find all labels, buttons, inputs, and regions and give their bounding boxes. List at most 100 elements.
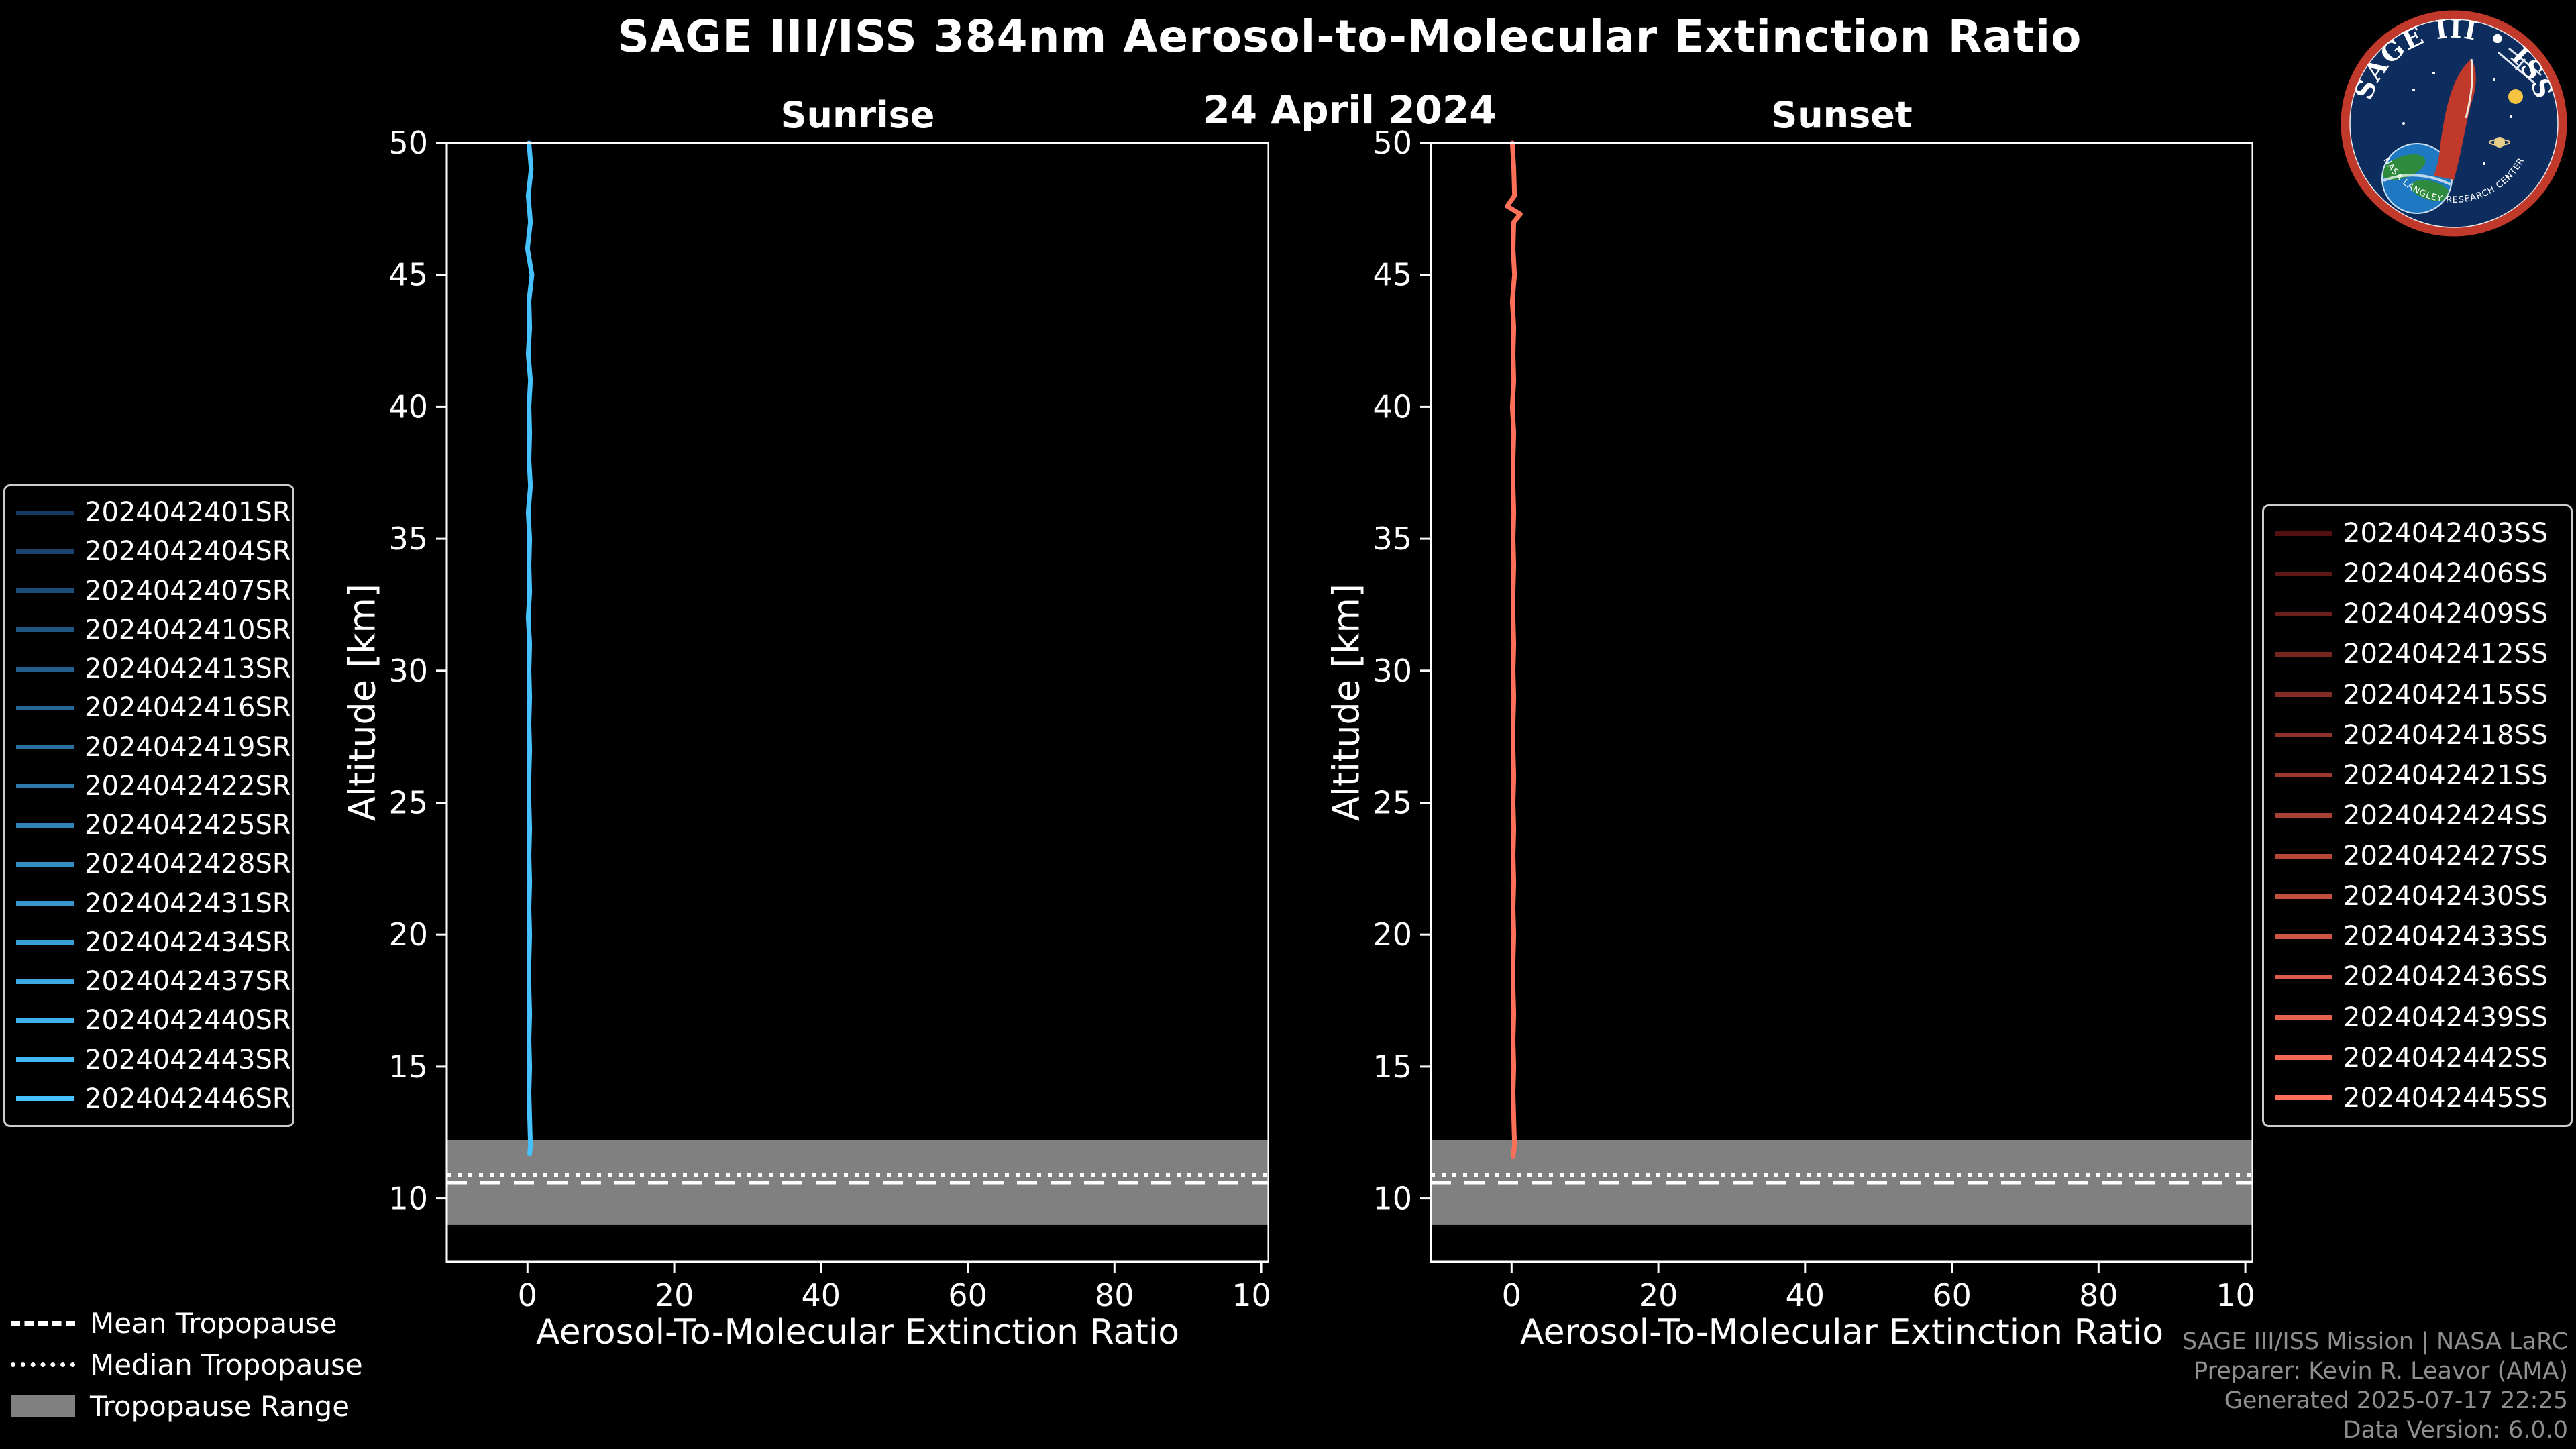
legend-label: 2024042406SS (2343, 558, 2548, 590)
legend-item: 2024042401SR (16, 497, 291, 528)
x-tick-label: 40 (1786, 1277, 1825, 1313)
legend-line-swatch (2275, 692, 2332, 698)
sunrise-panel-title: Sunrise (780, 94, 935, 136)
sage-iss-logo: SAGE III • ISS NASA LANGLEY RESEARCH CEN… (2341, 10, 2567, 237)
sunset-x-axis-label: Aerosol-To-Molecular Extinction Ratio (1519, 1312, 2164, 1352)
legend-line-swatch (2275, 1055, 2332, 1061)
legend-label: 2024042440SR (85, 1005, 291, 1036)
legend-line-swatch (16, 1057, 74, 1063)
legend-item: 2024042436SS (2275, 961, 2560, 992)
legend-item: 2024042416SR (16, 692, 291, 723)
legend-line-swatch (2275, 651, 2332, 657)
legend-line-swatch (16, 901, 74, 906)
legend-label: 2024042437SR (85, 966, 291, 998)
legend-line-swatch (2275, 611, 2332, 616)
x-tick-label: 60 (1932, 1277, 1972, 1313)
legend-label: 2024042436SS (2343, 961, 2548, 993)
y-tick-label: 25 (1373, 785, 1412, 821)
y-tick-label: 50 (1373, 125, 1412, 161)
plot-border (445, 142, 1269, 1263)
legend-line-swatch (16, 1018, 74, 1023)
legend-label: 2024042424SS (2343, 800, 2548, 831)
credit-line: Data Version: 6.0.0 (2343, 1417, 2568, 1444)
legend-label: 2024042439SS (2343, 1002, 2548, 1033)
legend-label: 2024042418SS (2343, 719, 2548, 751)
legend-label: 2024042412SS (2343, 639, 2548, 670)
legend-item: 2024042421SS (2275, 760, 2560, 791)
legend-label: 2024042442SS (2343, 1042, 2548, 1073)
legend-item: 2024042440SR (16, 1005, 291, 1036)
x-tick-label: 20 (655, 1277, 694, 1313)
tropopause-legend: Mean Tropopause Median Tropopause Tropop… (11, 1307, 363, 1423)
y-tick-label: 50 (388, 125, 428, 161)
mean-tropopause-legend-item: Mean Tropopause (11, 1307, 363, 1340)
sunrise-y-axis-label: Altitude [km] (341, 583, 384, 822)
legend-label: 2024042443SR (85, 1044, 291, 1075)
legend-line-swatch (2275, 894, 2332, 899)
tropopause-range-label: Tropopause Range (90, 1389, 350, 1423)
x-tick-label: 100 (1232, 1277, 1269, 1313)
y-tick-label: 45 (388, 257, 428, 293)
legend-item: 2024042412SS (2275, 639, 2560, 669)
legend-item: 2024042418SS (2275, 720, 2560, 751)
legend-label: 2024042427SS (2343, 841, 2548, 872)
x-tick-label: 20 (1639, 1277, 1678, 1313)
legend-line-swatch (2275, 531, 2332, 536)
credit-line: Generated 2025-07-17 22:25 (2224, 1387, 2568, 1414)
legend-line-swatch (16, 979, 74, 984)
credit-line: Preparer: Kevin R. Leavor (AMA) (2194, 1358, 2568, 1385)
sun-icon (2508, 89, 2523, 104)
legend-line-swatch (16, 1096, 74, 1102)
legend-item: 2024042427SS (2275, 841, 2560, 871)
dotted-line-swatch (11, 1362, 75, 1367)
legend-item: 2024042406SS (2275, 558, 2560, 589)
legend-item: 2024042434SR (16, 927, 291, 958)
legend-item: 2024042425SR (16, 810, 291, 841)
median-tropopause-label: Median Tropopause (90, 1348, 363, 1381)
legend-item: 2024042431SR (16, 888, 291, 919)
legend-line-swatch (2275, 571, 2332, 576)
legend-label: 2024042415SS (2343, 679, 2548, 710)
x-tick-label: 80 (2079, 1277, 2118, 1313)
y-tick-label: 20 (1373, 916, 1412, 953)
legend-item: 2024042413SR (16, 653, 291, 684)
legend-label: 2024042419SR (85, 731, 291, 763)
x-tick-label: 80 (1095, 1277, 1134, 1313)
dashed-line-swatch (11, 1320, 75, 1326)
legend-line-swatch (16, 822, 74, 828)
legend-label: 2024042430SS (2343, 881, 2548, 912)
sunset-chart: 0 20 40 60 80 100 10 15 20 25 30 35 40 45 50 (1373, 125, 2253, 1313)
sunset-panel-title: Sunset (1771, 94, 1913, 136)
legend-line-swatch (16, 940, 74, 945)
legend-item: 2024042404SR (16, 536, 291, 567)
legend-label: 2024042425SR (85, 810, 291, 841)
credit-line: SAGE III/ISS Mission | NASA LaRC (2182, 1328, 2568, 1355)
legend-item: 2024042428SR (16, 849, 291, 879)
legend-line-swatch (16, 549, 74, 554)
legend-item: 2024042409SS (2275, 598, 2560, 629)
earth-icon (2381, 143, 2453, 214)
legend-line-swatch (2275, 934, 2332, 939)
y-tick-label: 30 (388, 653, 428, 689)
y-tick-label: 10 (388, 1181, 428, 1217)
extinction-profile-line (1505, 140, 1523, 1159)
legend-line-swatch (16, 745, 74, 750)
legend-line-swatch (16, 861, 74, 867)
x-tick-label: 100 (2216, 1277, 2253, 1313)
median-tropopause-legend-item: Median Tropopause (11, 1348, 363, 1381)
legend-label: 2024042446SR (85, 1083, 291, 1114)
sage-figure (2434, 59, 2476, 180)
x-tick-label: 40 (802, 1277, 841, 1313)
legend-item: 2024042430SS (2275, 881, 2560, 912)
extinction-profile-line (525, 140, 535, 1157)
legend-item: 2024042443SR (16, 1044, 291, 1075)
legend-item: 2024042437SR (16, 966, 291, 997)
legend-label: 2024042428SR (85, 849, 291, 880)
legend-label: 2024042422SR (85, 770, 291, 802)
sunrise-x-axis-label: Aerosol-To-Molecular Extinction Ratio (535, 1312, 1180, 1352)
legend-line-swatch (2275, 853, 2332, 859)
legend-label: 2024042403SS (2343, 518, 2548, 549)
legend-item: 2024042403SS (2275, 518, 2560, 549)
sunrise-legend: 2024042401SR 2024042404SR 2024042407SR 2024… (3, 484, 294, 1127)
legend-line-swatch (2275, 733, 2332, 738)
